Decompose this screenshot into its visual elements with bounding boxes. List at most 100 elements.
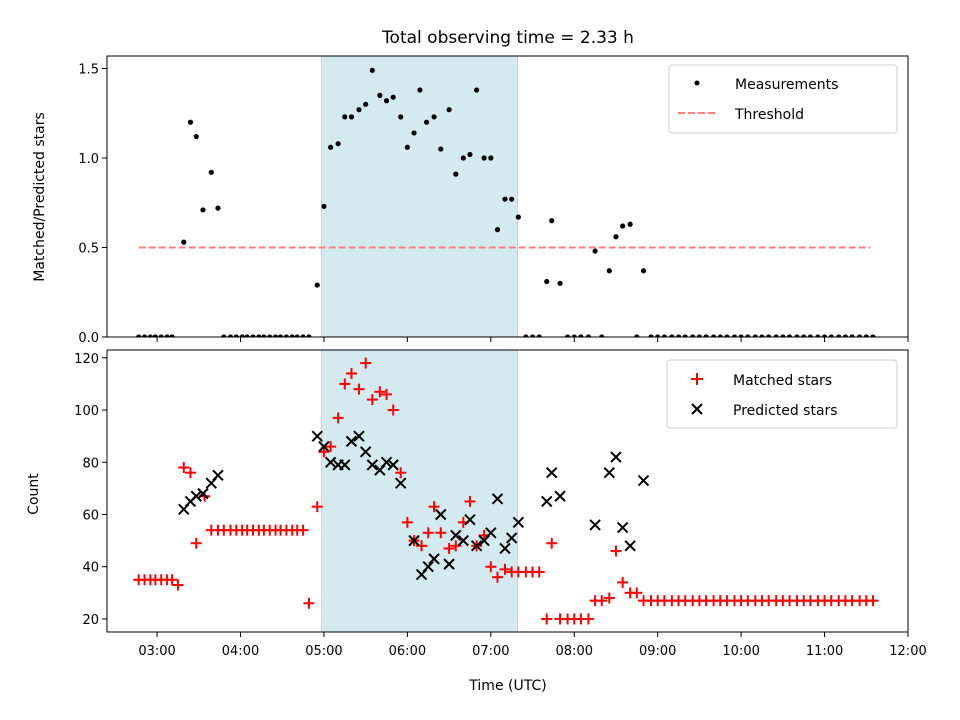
measurement-point xyxy=(398,114,404,120)
measurement-point xyxy=(828,334,834,337)
predicted-star-point xyxy=(450,529,462,542)
measurement-point xyxy=(655,334,661,337)
predicted-star-point xyxy=(637,474,650,487)
measurement-point xyxy=(613,234,619,240)
predicted-star-point xyxy=(353,430,365,442)
top-y-tick-label: 1.0 xyxy=(78,152,99,167)
measurement-point xyxy=(523,334,529,337)
measurement-point xyxy=(648,334,654,337)
measurement-point xyxy=(181,239,187,245)
x-tick-label: 08:00 xyxy=(556,644,593,659)
measurement-point xyxy=(494,227,501,233)
measurement-point xyxy=(675,334,682,337)
matched-star-point xyxy=(311,501,323,513)
measurement-point xyxy=(411,130,417,136)
matched-star-point xyxy=(596,595,608,607)
predicted-star-point xyxy=(345,435,358,448)
x-tick-label: 05:00 xyxy=(305,644,342,659)
chart-title: Total observing time = 2.33 h xyxy=(381,28,634,48)
measurement-point xyxy=(488,155,494,161)
matched-star-point xyxy=(318,446,330,458)
top-y-tick-label: 0.5 xyxy=(78,242,99,257)
measurement-point xyxy=(863,334,869,337)
measurement-point xyxy=(578,334,584,337)
matched-star-point xyxy=(533,566,545,578)
predicted-star-point xyxy=(359,446,372,458)
measurement-point xyxy=(164,334,170,337)
measurement-point xyxy=(780,334,786,337)
measurement-point xyxy=(599,334,605,337)
measurement-point xyxy=(460,155,466,161)
matched-star-point xyxy=(435,527,447,539)
measurement-point xyxy=(731,334,738,337)
measurement-point xyxy=(227,334,234,337)
measurement-point xyxy=(256,334,262,337)
measurement-point xyxy=(277,334,284,337)
predicted-star-point xyxy=(324,456,337,468)
predicted-star-point xyxy=(435,508,447,521)
measurement-point xyxy=(481,155,487,161)
matched-star-point xyxy=(332,412,344,424)
measurement-point xyxy=(438,146,444,152)
matched-star-point xyxy=(395,467,407,479)
predicted-star-point xyxy=(318,440,330,453)
measurement-point xyxy=(244,334,250,337)
measurement-point xyxy=(836,334,842,337)
predicted-star-point xyxy=(541,495,553,508)
top-y-axis-label: Matched/Predicted stars xyxy=(32,112,48,282)
predicted-star-point xyxy=(422,561,434,573)
predicted-star-point xyxy=(505,532,518,544)
measurement-point xyxy=(766,334,772,337)
bottom-y-tick-label: 80 xyxy=(82,456,99,471)
matched-star-point xyxy=(401,516,413,528)
measurement-point xyxy=(193,133,199,140)
measurement-point xyxy=(356,107,362,113)
measurement-point xyxy=(321,203,327,209)
predicted-star-point xyxy=(197,487,209,500)
measurement-point xyxy=(557,280,563,286)
legend-marker-matched xyxy=(691,373,703,385)
top-panel: 0.0 0.5 1.0 1.5 xyxy=(78,55,909,346)
legend-marker-predicted xyxy=(691,403,703,415)
matched-star-point xyxy=(366,394,378,406)
matched-star-point xyxy=(443,542,455,554)
measurement-point xyxy=(215,205,221,211)
measurement-point xyxy=(136,334,142,337)
bottom-y-tick-label: 100 xyxy=(74,404,99,419)
matched-star-point xyxy=(464,495,476,507)
predicted-star-point xyxy=(589,519,601,531)
measurement-point xyxy=(669,334,675,337)
measurement-point xyxy=(283,334,289,337)
measurement-point xyxy=(453,171,459,177)
predicted-star-point xyxy=(616,521,629,534)
top-y-tick-label: 0.0 xyxy=(78,331,99,346)
bottom-legend: Matched stars Predicted stars xyxy=(666,359,898,429)
matched-star-point xyxy=(353,383,365,395)
predicted-star-point xyxy=(464,514,476,526)
bottom-axes-frame xyxy=(106,349,909,633)
measurement-point xyxy=(703,334,709,337)
predicted-star-point xyxy=(491,493,504,505)
matched-star-point xyxy=(345,368,357,379)
measurement-point xyxy=(267,334,273,337)
matched-star-point xyxy=(297,524,309,536)
measurement-point xyxy=(147,334,153,337)
measurement-point xyxy=(745,334,751,337)
measurement-point xyxy=(682,334,688,337)
x-tick-label: 11:00 xyxy=(806,644,843,659)
x-axis-label: Time (UTC) xyxy=(468,678,546,694)
measurement-point xyxy=(842,334,849,337)
measurement-point xyxy=(200,207,206,213)
x-tick-label: 07:00 xyxy=(472,644,509,659)
measurement-point xyxy=(502,196,508,202)
measurement-point xyxy=(752,334,758,337)
measurement-point xyxy=(529,334,536,337)
matched-star-point xyxy=(381,388,393,400)
legend-label-predicted: Predicted stars xyxy=(733,403,838,419)
measurement-point xyxy=(187,119,194,125)
top-shaded-interval xyxy=(320,55,519,338)
measurement-point xyxy=(794,334,800,337)
matched-star-point xyxy=(178,462,190,473)
measurement-point xyxy=(314,282,320,288)
measurement-point xyxy=(446,107,452,113)
